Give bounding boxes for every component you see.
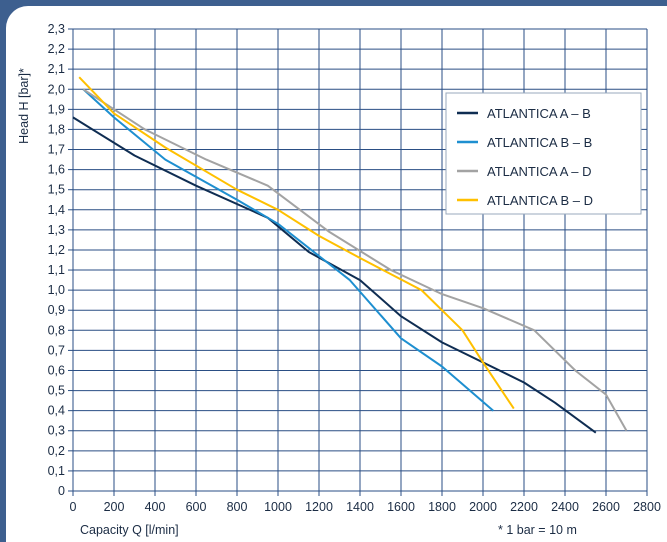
y-tick-label: 0,3 <box>48 424 65 438</box>
x-tick-label: 800 <box>227 500 248 514</box>
series-line <box>82 88 628 432</box>
x-tick-label: 200 <box>104 500 125 514</box>
y-tick-label: 1,7 <box>48 143 65 157</box>
y-tick-label: 0,4 <box>48 404 65 418</box>
x-tick-label: 1200 <box>305 500 333 514</box>
y-tick-label: 0,1 <box>48 464 65 478</box>
y-tick-label: 1,0 <box>48 283 65 297</box>
y-tick-label: 0,8 <box>48 323 65 337</box>
x-axis-ticks: 0 200 400 600 800 1000 1200 1400 1600 1800 2000 220… <box>70 500 661 514</box>
x-tick-label: 2600 <box>592 500 620 514</box>
y-tick-label: 1,9 <box>48 102 65 116</box>
legend-label: ATLANTICA B – D <box>487 193 593 208</box>
y-tick-label: 1,4 <box>48 203 65 217</box>
series-line <box>72 116 597 434</box>
x-tick-label: 0 <box>70 500 77 514</box>
chart-panel: 0 200 400 600 800 1000 1200 1400 1600 1800 2000 220… <box>6 6 667 542</box>
x-tick-label: 2000 <box>469 500 497 514</box>
x-tick-label: 1000 <box>264 500 292 514</box>
series-line <box>78 76 515 410</box>
y-tick-label: 2,3 <box>48 22 65 36</box>
x-tick-label: 1400 <box>346 500 374 514</box>
x-tick-label: 400 <box>145 500 166 514</box>
x-tick-label: 2400 <box>551 500 579 514</box>
pump-curve-chart: 0 200 400 600 800 1000 1200 1400 1600 1800 2000 220… <box>17 22 661 537</box>
y-tick-label: 1,2 <box>48 243 65 257</box>
y-tick-label: 0,5 <box>48 384 65 398</box>
series-line <box>82 88 494 412</box>
y-tick-label: 2,0 <box>48 82 65 96</box>
y-axis-ticks: 0 0,1 0,2 0,3 0,4 0,5 0,6 0,7 0,8 0,9 1,0 1,1 1,2 1,3… <box>48 22 65 498</box>
y-tick-label: 0,7 <box>48 343 65 357</box>
y-tick-label: 0,6 <box>48 363 65 377</box>
y-axis-title: Head H [bar]* <box>17 68 31 144</box>
x-tick-label: 2200 <box>510 500 538 514</box>
data-series <box>72 76 628 434</box>
legend-label: ATLANTICA A – B <box>487 106 591 121</box>
x-axis-title: Capacity Q [l/min] <box>80 523 179 537</box>
y-tick-label: 2,2 <box>48 42 65 56</box>
y-tick-label: 1,1 <box>48 263 65 277</box>
legend-label: ATLANTICA A – D <box>487 164 592 179</box>
y-tick-label: 1,5 <box>48 183 65 197</box>
y-tick-label: 2,1 <box>48 62 65 76</box>
legend: ATLANTICA A – B ATLANTICA B – B ATLANTICA … <box>445 92 642 215</box>
x-tick-label: 600 <box>186 500 207 514</box>
y-tick-label: 1,8 <box>48 122 65 136</box>
x-tick-label: 1800 <box>428 500 456 514</box>
y-tick-label: 0,2 <box>48 444 65 458</box>
legend-box <box>445 92 642 215</box>
y-tick-label: 0 <box>58 484 65 498</box>
y-tick-label: 1,6 <box>48 163 65 177</box>
x-tick-label: 2800 <box>633 500 661 514</box>
x-tick-label: 1600 <box>387 500 415 514</box>
footnote: * 1 bar = 10 m <box>498 523 577 537</box>
legend-label: ATLANTICA B – B <box>487 135 592 150</box>
y-tick-label: 1,3 <box>48 223 65 237</box>
y-tick-label: 0,9 <box>48 303 65 317</box>
